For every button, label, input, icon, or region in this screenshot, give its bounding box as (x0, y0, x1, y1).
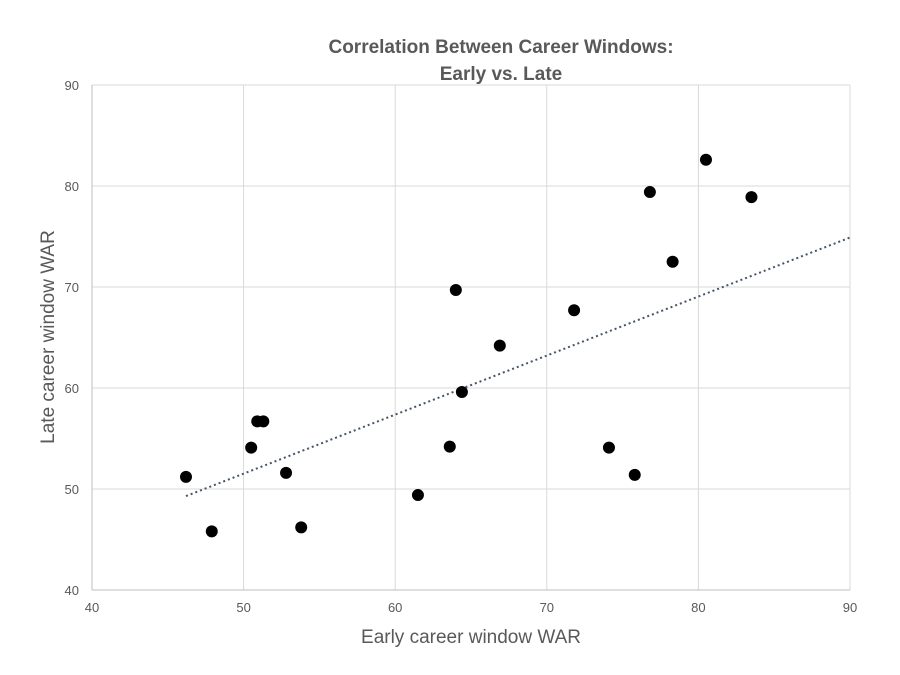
y-tick-label: 80 (65, 179, 79, 194)
y-tick-label: 70 (65, 280, 79, 295)
data-point (411, 489, 424, 502)
axes (91, 85, 850, 591)
data-point (449, 284, 462, 297)
data-point (568, 304, 581, 317)
gridlines (92, 84, 851, 590)
trendline (185, 236, 851, 498)
y-axis-title: Late career window WAR (38, 230, 59, 444)
data-point (280, 466, 293, 479)
data-point (179, 470, 192, 483)
data-point (628, 468, 641, 481)
x-axis-title: Early career window WAR (361, 627, 581, 648)
x-tick-label: 60 (388, 600, 402, 615)
data-point (257, 415, 270, 428)
data-point (699, 153, 712, 166)
data-point (493, 339, 506, 352)
y-tick-label: 90 (65, 78, 79, 93)
data-point (245, 441, 258, 454)
data-point (745, 191, 758, 204)
data-point (602, 441, 615, 454)
x-tick-label: 40 (85, 600, 99, 615)
y-tick-labels: 40 50 60 70 80 90 (65, 78, 79, 598)
y-tick-label: 50 (65, 482, 79, 497)
y-tick-label: 40 (65, 583, 79, 598)
x-tick-labels: 40 50 60 70 80 90 (85, 600, 857, 615)
x-tick-label: 90 (843, 600, 857, 615)
data-point (205, 525, 218, 538)
x-tick-label: 70 (540, 600, 554, 615)
y-tick-label: 60 (65, 381, 79, 396)
data-points (179, 153, 758, 538)
x-tick-label: 80 (691, 600, 705, 615)
data-point (295, 521, 308, 534)
data-point (455, 386, 468, 399)
chart-title-line-1: Correlation Between Career Windows: (328, 37, 673, 58)
data-point (643, 186, 656, 199)
data-point (666, 255, 679, 268)
data-point (443, 440, 456, 453)
chart-title-line-2: Early vs. Late (440, 64, 563, 85)
x-tick-label: 50 (236, 600, 250, 615)
